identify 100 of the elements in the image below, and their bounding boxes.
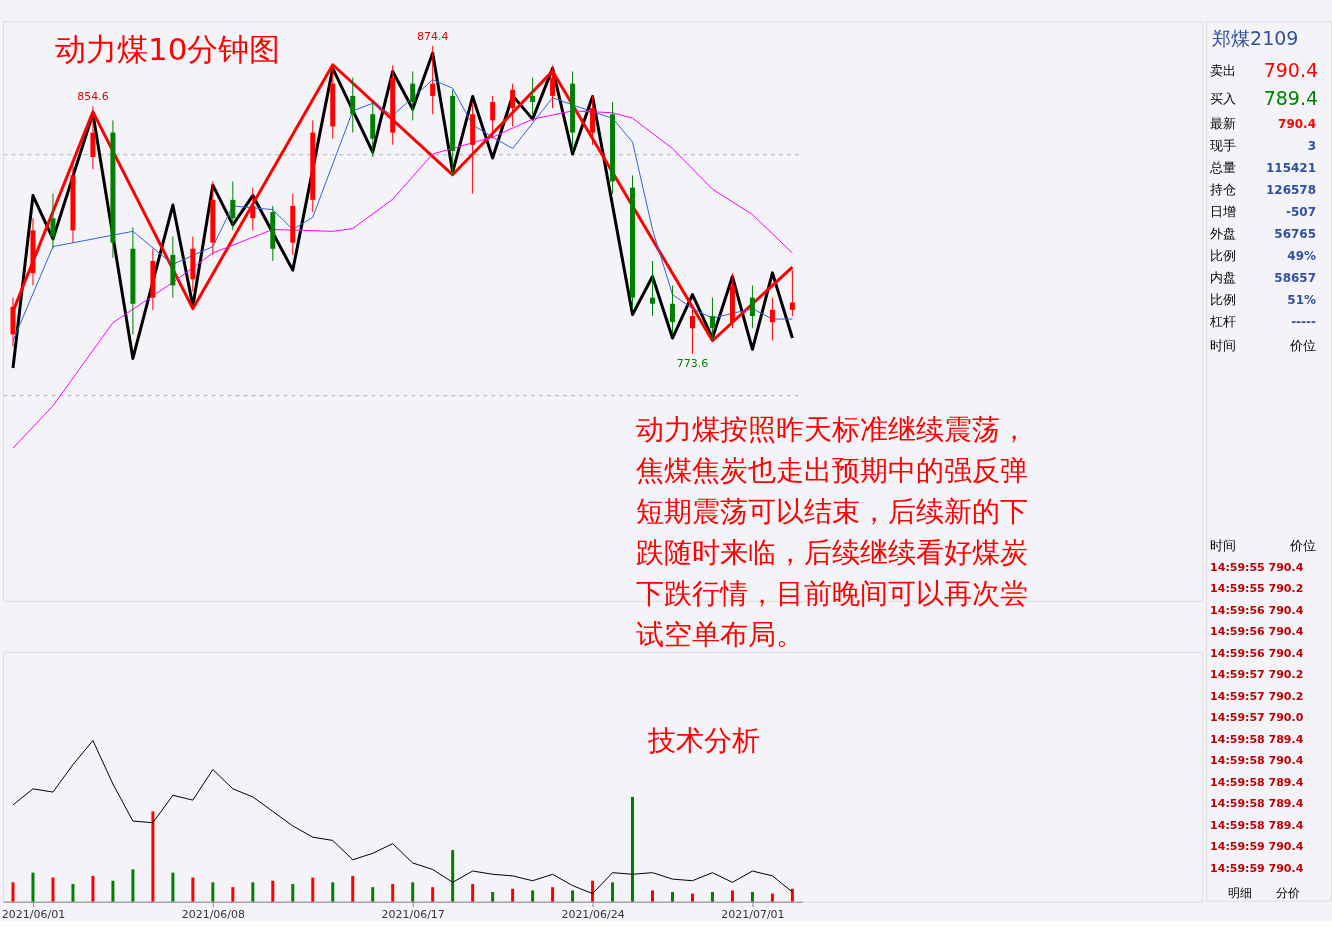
text: 126578 <box>1265 183 1317 198</box>
bar <box>71 883 75 902</box>
bar <box>211 882 215 902</box>
bar <box>191 877 195 902</box>
bar <box>591 880 595 902</box>
text: 总量 <box>1209 160 1237 176</box>
text: 790.4 <box>1278 117 1317 132</box>
bar <box>231 887 235 902</box>
candlestick <box>510 83 516 127</box>
x-tick-label: 2021/06/08 <box>181 908 246 922</box>
text: 内盘 <box>1210 270 1237 286</box>
bar <box>690 893 694 902</box>
candlestick <box>650 260 656 317</box>
bar <box>251 882 255 902</box>
bar <box>391 883 395 902</box>
text: 14:59:57 790.2 <box>1210 689 1304 703</box>
bar <box>131 869 135 902</box>
text: ----- <box>1291 315 1317 330</box>
text: 持仓 <box>1210 182 1237 198</box>
candlestick <box>769 297 775 341</box>
annotation: 焦煤焦炭也走出预期中的强反弹 <box>635 453 1028 487</box>
text: 14:59:57 790.0 <box>1210 711 1304 725</box>
text: 现手 <box>1210 138 1237 154</box>
text: 时间 <box>1210 338 1237 354</box>
text: 51% <box>1287 293 1317 308</box>
bar <box>790 888 794 902</box>
bar <box>271 880 275 902</box>
text: 789.4 <box>1263 87 1319 110</box>
chart-title: 动力煤10分钟图 <box>54 31 281 68</box>
bar <box>371 887 375 902</box>
annotation: 技术分析 <box>646 723 760 757</box>
candlestick <box>430 45 436 115</box>
bar <box>51 877 55 902</box>
candlestick <box>350 77 356 134</box>
text: 比例 <box>1210 248 1237 264</box>
text: 14:59:59 790.4 <box>1210 840 1304 854</box>
bar <box>551 887 555 902</box>
x-tick-label: 2021/06/01 <box>1 908 66 922</box>
text: 58657 <box>1274 271 1317 286</box>
bar <box>750 892 754 902</box>
bar <box>671 892 674 902</box>
text: 最新 <box>1210 116 1237 132</box>
candlestick <box>410 70 416 121</box>
text: -507 <box>1286 205 1317 220</box>
bar <box>11 882 15 902</box>
bar <box>491 892 495 902</box>
annotation: 874.4 <box>416 29 449 43</box>
text: 价位 <box>1289 537 1317 553</box>
candlestick <box>709 297 715 341</box>
text: 14:59:55 790.4 <box>1210 560 1304 574</box>
bar <box>31 872 35 902</box>
candlestick <box>749 284 755 329</box>
text: 14:59:58 789.4 <box>1210 797 1304 811</box>
x-tick-label: 2021/07/01 <box>721 908 785 922</box>
text: 14:59:58 789.4 <box>1210 732 1304 746</box>
text: 14:59:55 790.2 <box>1210 582 1304 596</box>
text: 明细 <box>1228 885 1253 900</box>
text: 外盘 <box>1210 226 1237 242</box>
text: 14:59:56 790.4 <box>1210 603 1304 617</box>
bar <box>91 875 95 902</box>
bar <box>631 796 635 902</box>
text: 14:59:58 789.4 <box>1210 818 1304 832</box>
text: 杠杆 <box>1209 314 1237 330</box>
text: 试空单布局。 <box>635 617 804 651</box>
text: 14:59:56 790.4 <box>1210 625 1304 639</box>
candlestick <box>530 77 536 115</box>
annotation: 下跌行情，目前晚间可以再次尝 <box>635 576 1028 610</box>
annotation: 跌随时来临，后续继续看好煤炭 <box>635 535 1028 569</box>
bar <box>411 882 415 902</box>
bar <box>611 882 615 902</box>
text: 56765 <box>1274 227 1317 242</box>
text: 时间 <box>1210 537 1237 553</box>
bar <box>311 877 315 902</box>
bar <box>111 880 115 902</box>
text: 14:59:58 790.4 <box>1210 754 1304 768</box>
text: 14:59:59 790.4 <box>1210 861 1304 875</box>
bar <box>710 892 714 902</box>
text: 14:59:57 790.2 <box>1210 668 1304 682</box>
text: 49% <box>1287 249 1317 264</box>
bar <box>651 890 655 902</box>
text: 115421 <box>1265 161 1317 176</box>
text: 郑煤2109 <box>1212 27 1299 50</box>
text: 790.4 <box>1263 59 1319 82</box>
candlestick <box>250 187 256 231</box>
bar <box>171 872 175 902</box>
text: 14:59:58 789.4 <box>1210 775 1304 789</box>
candlestick <box>50 193 56 250</box>
text: 14:59:56 790.4 <box>1210 646 1304 660</box>
bar <box>730 890 734 902</box>
text: 买入 <box>1210 91 1237 107</box>
annotation: 773.6 <box>676 356 709 370</box>
bar <box>351 875 355 902</box>
text: 比例 <box>1210 292 1237 308</box>
x-tick-label: 2021/06/17 <box>381 908 445 922</box>
bar <box>511 888 515 902</box>
bar <box>571 890 575 902</box>
x-tick-label: 2021/06/24 <box>561 908 625 922</box>
text: 3 <box>1307 139 1317 154</box>
text: 卖出 <box>1210 63 1237 79</box>
candlestick <box>670 284 675 335</box>
